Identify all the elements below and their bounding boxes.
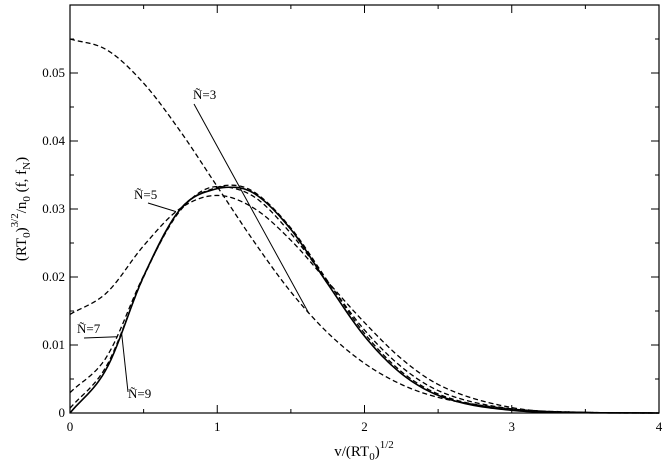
y-axis-label-a-sup: 3/2: [9, 213, 21, 227]
annotation-leader: [83, 336, 118, 339]
y-axis-label-c: (f, f: [14, 170, 30, 196]
y-axis-label-b: /n: [14, 201, 30, 213]
axis-ticks: 0 1 2 3 4 0 0.01 0.02 0.03 0.04 0.05: [42, 5, 663, 434]
plot-area: [69, 4, 660, 414]
annotation-leader: [193, 103, 309, 314]
series-line-dashed-1: [69, 38, 660, 414]
x-tick-label: 4: [656, 419, 663, 434]
series-line-solid: [69, 186, 660, 414]
y-axis-label-b-sub: 0: [21, 196, 33, 202]
x-axis-label-sub: 0: [369, 451, 375, 463]
series-line-dashed-3: [69, 185, 660, 414]
y-tick-label: 0.03: [42, 201, 65, 216]
series-annotation-label: Ñ=5: [134, 187, 157, 202]
annotation-leader: [147, 202, 177, 213]
y-tick-label: 0.02: [42, 269, 65, 284]
y-axis-label-a: (RT: [14, 238, 30, 261]
y-axis-label-a-sub: 0: [21, 232, 33, 238]
y-axis-label-c-sub: N: [21, 162, 33, 170]
x-tick-label: 2: [361, 419, 368, 434]
series-lines: [69, 38, 660, 414]
y-tick-label: 0.05: [42, 65, 65, 80]
x-axis-label-main: v/(RT: [334, 444, 369, 460]
y-tick-label: 0.04: [42, 133, 65, 148]
series-line-dashed-4: [69, 184, 660, 414]
annotation-leader: [121, 332, 129, 393]
y-axis-label-a-close: ): [14, 227, 30, 232]
x-axis-label-sup: 1/2: [380, 439, 394, 451]
series-line-dashed-2: [69, 194, 660, 414]
x-tick-label: 3: [509, 419, 516, 434]
x-tick-label: 0: [67, 419, 74, 434]
y-tick-label: 0: [59, 405, 66, 420]
y-axis-label-d: ): [14, 157, 30, 162]
series-annotation-label: Ñ=9: [128, 386, 151, 401]
plot-border: [69, 4, 660, 414]
y-axis-label: (RT0)3/2/n0 (f, fN): [9, 157, 33, 261]
x-axis-label: v/(RT0)1/2: [334, 439, 394, 463]
x-tick-label: 1: [214, 419, 221, 434]
series-annotations: Ñ=3 Ñ=5 Ñ=7 Ñ=9: [77, 87, 309, 401]
series-annotation-label: Ñ=3: [193, 87, 216, 102]
series-annotation-label: Ñ=7: [77, 321, 101, 336]
y-tick-label: 0.01: [42, 337, 65, 352]
x-axis-label-tail: ): [375, 444, 380, 460]
